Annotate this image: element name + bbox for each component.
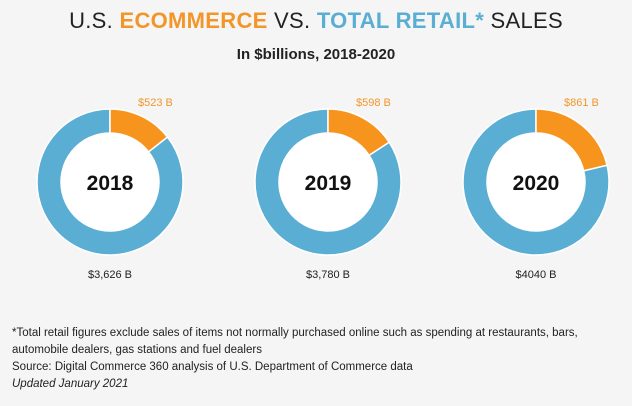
title-ecommerce: ECOMMERCE <box>119 8 268 33</box>
title-suffix: SALES <box>484 8 563 33</box>
slice-retail-2018 <box>36 108 184 256</box>
donut-2018: 2018 $523 B $3,626 B <box>36 97 184 281</box>
slice-retail-2019 <box>254 108 402 256</box>
footnote-text: *Total retail figures exclude sales of i… <box>12 327 578 356</box>
slice-retail-2020 <box>462 108 610 256</box>
year-label-2019: 2019 <box>305 172 352 195</box>
year-label-2020: 2020 <box>513 172 560 195</box>
chart-subtitle: In $billions, 2018-2020 <box>236 46 396 63</box>
year-label-2018: 2018 <box>87 172 134 195</box>
total-value-label-2020: $4040 B <box>516 269 557 281</box>
donut-hole-2019 <box>279 133 377 231</box>
total-value-label-2019: $3,780 B <box>306 269 350 281</box>
donut-2019: 2019 $598 B $3,780 B <box>254 97 402 281</box>
title-total-retail: TOTAL RETAIL* <box>316 8 485 33</box>
donut-charts: 2018 $523 B $3,626 B 2019 $598 B $3,780 B 2020… <box>36 97 610 281</box>
title-prefix: U.S. <box>69 8 120 33</box>
slice-ecommerce-2018 <box>109 108 169 153</box>
donut-2020: 2020 $861 B $4040 B <box>462 97 610 281</box>
donut-hole-2018 <box>61 133 159 231</box>
title-middle: VS. <box>267 8 317 33</box>
slice-ecommerce-2020 <box>535 108 608 172</box>
ecommerce-value-label-2018: $523 B <box>138 97 173 109</box>
footnote: *Total retail figures exclude sales of i… <box>12 325 624 393</box>
ecommerce-value-label-2019: $598 B <box>356 97 391 109</box>
chart-title: U.S. ECOMMERCE VS. TOTAL RETAIL* SALES <box>0 8 632 34</box>
updated-text: Updated January 2021 <box>12 378 129 390</box>
ecommerce-value-label-2020: $861 B <box>564 97 599 109</box>
source-text: Source: Digital Commerce 360 analysis of… <box>12 361 413 373</box>
slice-ecommerce-2019 <box>327 108 391 157</box>
donut-hole-2020 <box>487 133 585 231</box>
total-value-label-2018: $3,626 B <box>88 269 132 281</box>
